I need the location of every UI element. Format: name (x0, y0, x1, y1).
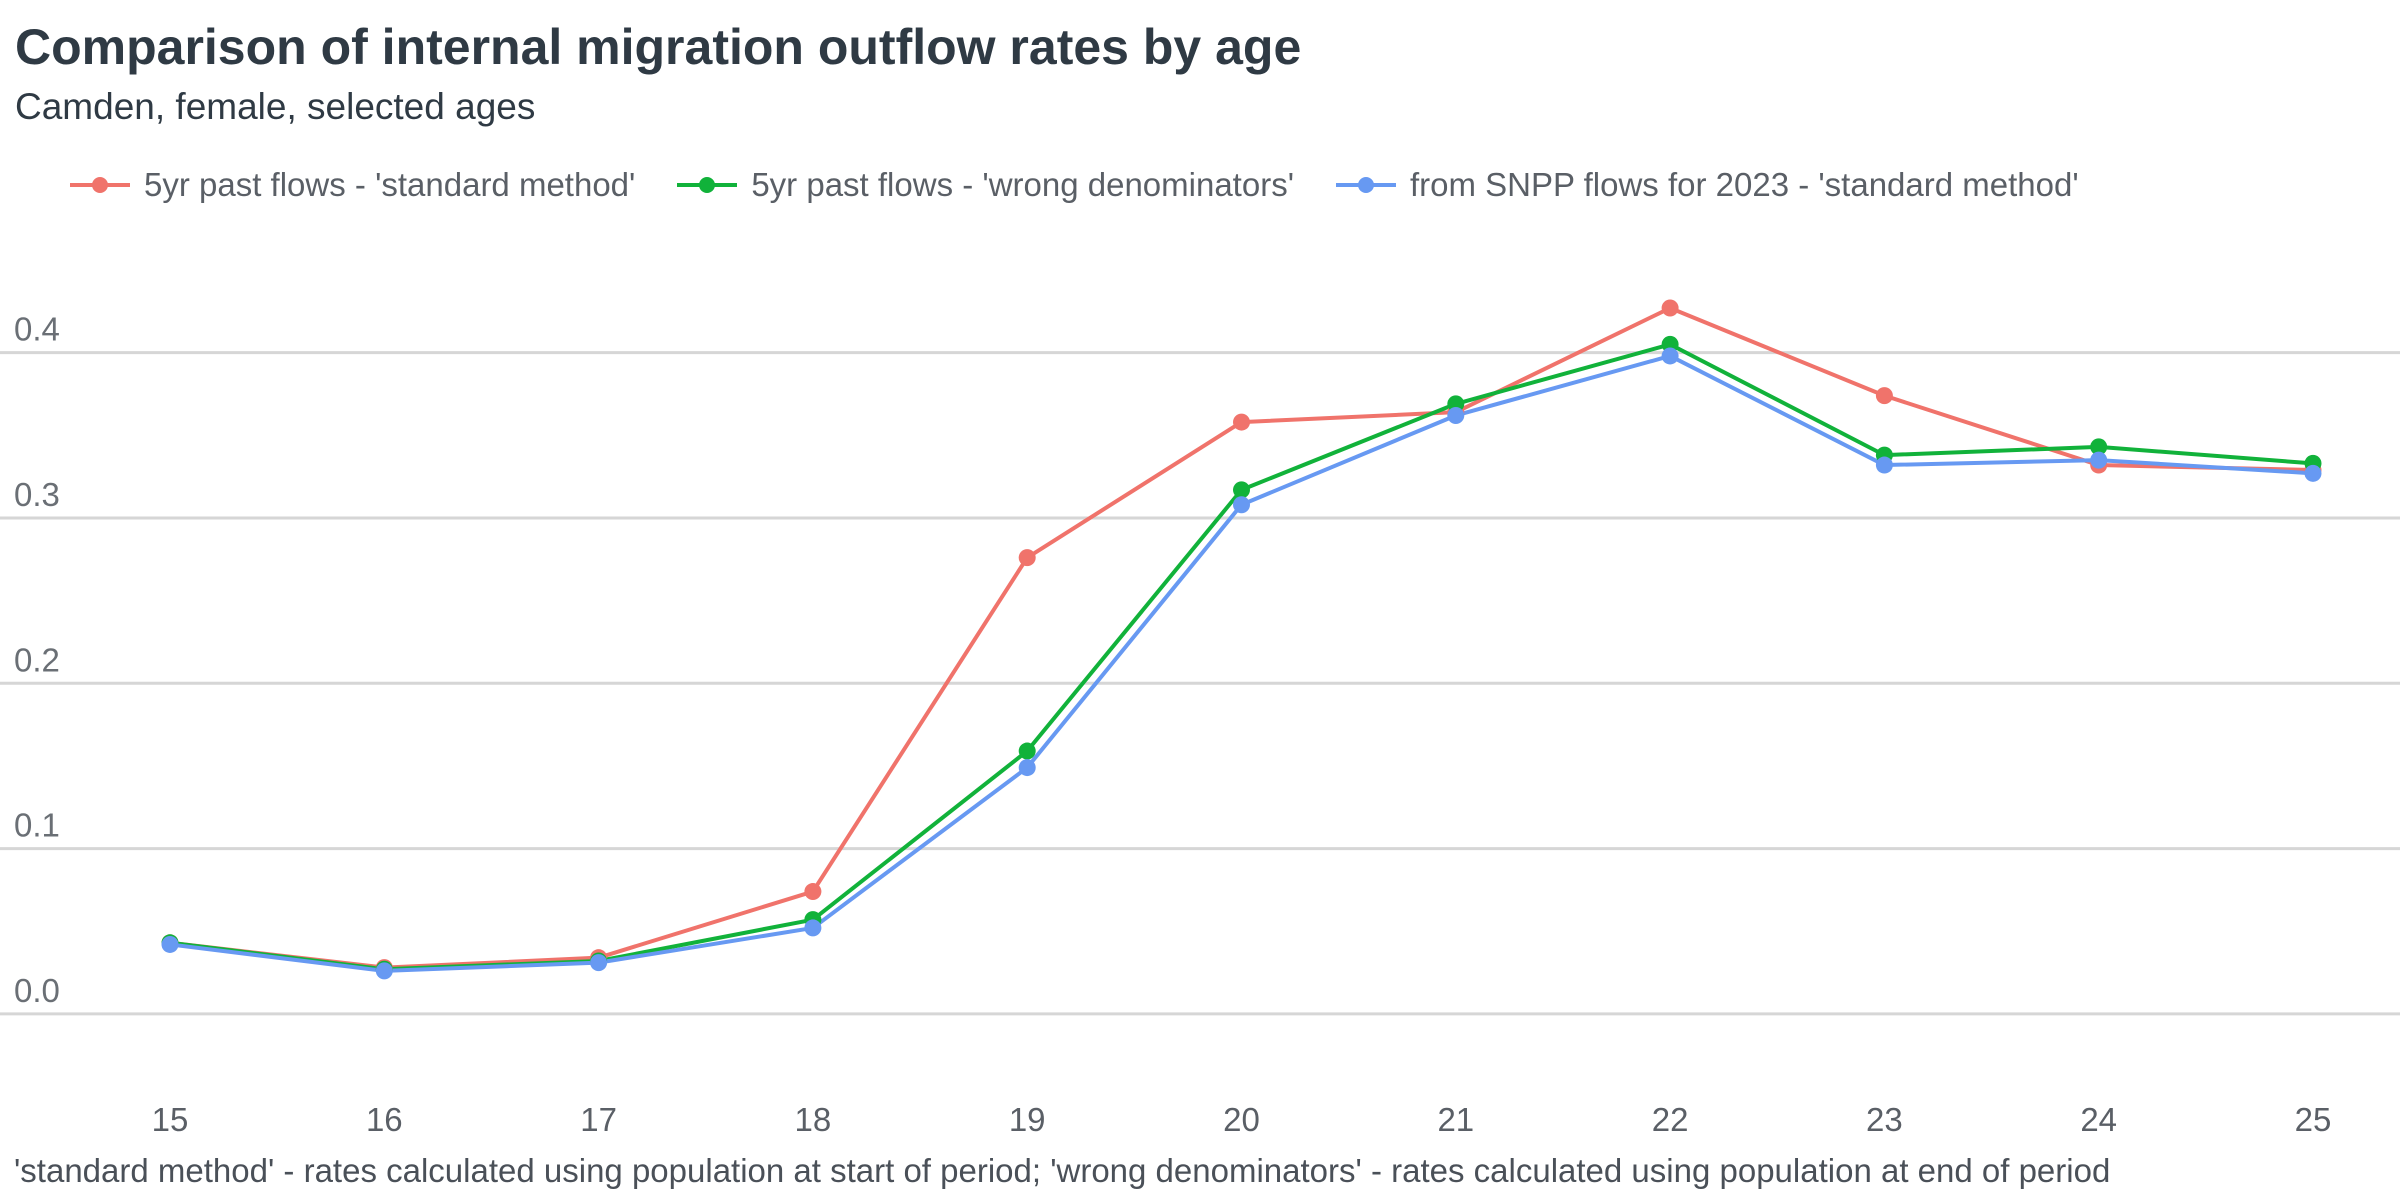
y-tick-label-0: 0.0 (14, 972, 60, 1009)
data-point-s2-x19 (1018, 759, 1036, 777)
data-point-s2-x17 (590, 954, 608, 972)
x-tick-label-21: 21 (1437, 1101, 1474, 1138)
y-tick-label-2: 0.2 (14, 641, 60, 678)
grid-lines (0, 351, 2400, 1016)
legend: 5yr past flows - 'standard method' 5yr p… (70, 166, 2079, 204)
y-tick-label-1: 0.1 (14, 807, 60, 844)
data-point-s1-x19 (1018, 742, 1036, 760)
y-tick-label-3: 0.3 (14, 476, 60, 513)
chart-title: Comparison of internal migration outflow… (15, 19, 1302, 75)
data-point-s1-x24 (2090, 438, 2108, 456)
data-point-s2-x15 (161, 935, 179, 953)
legend-marker (92, 177, 108, 193)
series-points (161, 299, 2322, 980)
series-line-0 (169, 306, 2314, 970)
data-point-s0-x18 (804, 883, 822, 901)
x-tick-label-24: 24 (2080, 1101, 2117, 1138)
data-point-s2-x16 (375, 962, 393, 980)
data-point-s2-x22 (1661, 347, 1679, 365)
legend-marker (1358, 177, 1374, 193)
data-point-s2-x20 (1233, 496, 1250, 514)
legend-label-wrong-denominators: 5yr past flows - 'wrong denominators' (751, 166, 1294, 203)
data-point-s0-x22 (1661, 299, 1679, 317)
x-tick-label-25: 25 (2295, 1101, 2332, 1138)
legend-label-standard-method: 5yr past flows - 'standard method' (144, 166, 636, 203)
chart-subtitle: Camden, female, selected ages (15, 86, 536, 127)
series-lines (169, 306, 2314, 973)
data-point-s2-x21 (1447, 406, 1465, 424)
legend-item-standard-method: 5yr past flows - 'standard method' (70, 166, 635, 204)
legend-label-snpp-flows: from SNPP flows for 2023 - 'standard met… (1410, 166, 2079, 203)
legend-item-wrong-denominators: 5yr past flows - 'wrong denominators' (677, 166, 1294, 204)
x-tick-label-17: 17 (580, 1101, 617, 1138)
data-point-s0-x23 (1875, 387, 1893, 405)
x-tick-label-16: 16 (366, 1101, 403, 1138)
x-axis-ticks: 15 16 17 18 19 20 21 22 23 24 25 (152, 1101, 2332, 1138)
y-axis-ticks: 0.0 0.1 0.2 0.3 0.4 (14, 311, 60, 1009)
chart-caption: 'standard method' - rates calculated usi… (14, 1152, 2111, 1189)
x-tick-label-20: 20 (1223, 1101, 1260, 1138)
data-point-s2-x24 (2090, 451, 2108, 469)
y-tick-label-4: 0.4 (14, 311, 60, 348)
data-point-s2-x25 (2304, 464, 2322, 482)
legend-key-wrong-denominators (677, 177, 738, 193)
x-tick-label-18: 18 (795, 1101, 832, 1138)
data-point-s2-x23 (1875, 456, 1893, 474)
x-tick-label-22: 22 (1652, 1101, 1689, 1138)
data-point-s0-x20 (1233, 413, 1250, 431)
x-tick-label-15: 15 (152, 1101, 189, 1138)
legend-marker (699, 177, 716, 193)
x-tick-label-19: 19 (1009, 1101, 1046, 1138)
data-point-s2-x18 (804, 919, 822, 937)
data-point-s1-x20 (1233, 481, 1250, 499)
series-line-2 (169, 353, 2314, 973)
x-tick-label-23: 23 (1866, 1101, 1903, 1138)
legend-key-snpp-flows (1336, 177, 1396, 193)
legend-item-snpp-flows: from SNPP flows for 2023 - 'standard met… (1336, 166, 2079, 204)
legend-key-standard-method (70, 177, 130, 193)
series-line-1 (169, 342, 2314, 972)
data-point-s0-x19 (1018, 549, 1036, 567)
